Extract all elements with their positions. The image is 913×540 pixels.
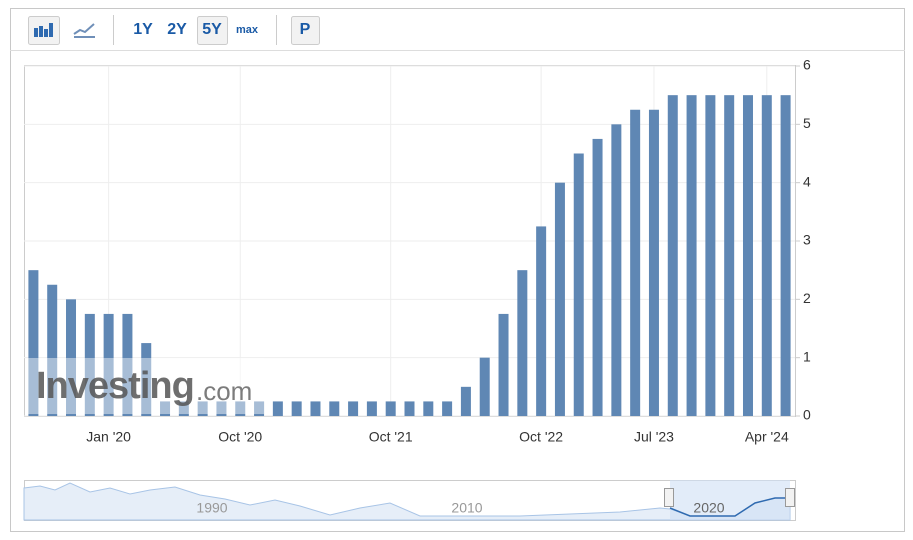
x-tick-label: Jul '23 <box>634 429 674 445</box>
x-tick-label: Oct '21 <box>369 429 413 445</box>
bar <box>517 270 528 416</box>
p-button-bg <box>291 16 320 45</box>
navigator-handle[interactable] <box>785 488 795 507</box>
p-button[interactable]: P <box>300 21 311 38</box>
x-tick-label: Apr '24 <box>745 429 789 445</box>
bar <box>103 313 114 416</box>
bar <box>686 95 697 417</box>
watermark-bg <box>28 358 264 414</box>
bar <box>536 226 547 416</box>
range-5y[interactable]: 5Y <box>202 21 222 38</box>
bar <box>366 401 377 416</box>
navigator-selection[interactable] <box>670 480 790 520</box>
bar <box>291 401 302 416</box>
bar <box>479 357 490 416</box>
plot: 0 1 2 3 4 5 6 Jan '20 Oct '20 Oct '21 Oct '22 Jul '… <box>24 57 811 445</box>
bar <box>235 401 246 416</box>
y-tick-label: 3 <box>803 232 811 248</box>
frame <box>10 8 905 532</box>
y-tick-label: 5 <box>803 115 811 131</box>
y-tick-label: 2 <box>803 290 811 306</box>
bar <box>442 401 453 416</box>
bar <box>216 401 227 416</box>
bar <box>705 95 716 417</box>
bar <box>554 182 565 416</box>
bar <box>348 401 359 416</box>
bar <box>84 313 95 416</box>
bar <box>742 95 753 417</box>
bar <box>385 401 396 416</box>
range-max[interactable]: max <box>236 24 259 36</box>
bar <box>667 95 678 417</box>
y-tick-label: 0 <box>803 407 811 423</box>
bar <box>423 401 434 416</box>
bar <box>724 95 735 417</box>
bar <box>160 401 171 416</box>
bar <box>47 284 58 416</box>
bar <box>122 313 133 416</box>
bar <box>592 138 603 416</box>
navigator-label: 2010 <box>451 500 482 516</box>
bar <box>761 95 772 417</box>
range-1y[interactable]: 1Y <box>133 21 153 38</box>
navigator-handle[interactable] <box>664 488 674 507</box>
x-tick-label: Oct '22 <box>519 429 563 445</box>
bar <box>611 124 622 416</box>
bar <box>329 401 340 416</box>
y-tick-label: 1 <box>803 348 811 364</box>
bar <box>498 313 509 416</box>
bar <box>28 270 39 416</box>
bar <box>272 401 283 416</box>
bar <box>630 109 641 416</box>
watermark: .com <box>196 376 252 406</box>
navigator-label: 1990 <box>196 500 227 516</box>
navigator-selected-line <box>669 497 790 517</box>
bar <box>197 401 208 416</box>
bar <box>254 401 265 416</box>
bar <box>66 299 77 416</box>
bar <box>780 95 791 417</box>
bar <box>310 401 321 416</box>
watermark: Investing <box>36 365 194 407</box>
bar <box>178 401 189 416</box>
bar <box>573 153 584 416</box>
bar <box>404 401 415 416</box>
bar-icon <box>34 23 53 37</box>
navigator-label: 2020 <box>693 500 724 516</box>
bar <box>460 386 471 416</box>
x-tick-label: Oct '20 <box>218 429 262 445</box>
line-icon[interactable] <box>73 23 95 35</box>
bar <box>141 343 152 416</box>
bar <box>648 109 659 416</box>
x-tick-label: Jan '20 <box>86 429 131 445</box>
y-tick-label: 6 <box>803 57 811 73</box>
y-tick-label: 4 <box>803 173 811 189</box>
range-5y-bg <box>197 16 228 45</box>
range-2y[interactable]: 2Y <box>167 21 187 38</box>
